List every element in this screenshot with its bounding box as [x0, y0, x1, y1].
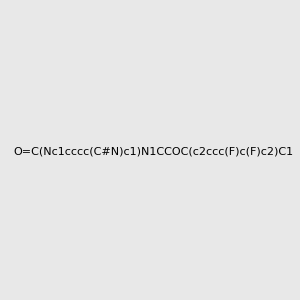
Text: O=C(Nc1cccc(C#N)c1)N1CCOC(c2ccc(F)c(F)c2)C1: O=C(Nc1cccc(C#N)c1)N1CCOC(c2ccc(F)c(F)c2…	[14, 146, 294, 157]
